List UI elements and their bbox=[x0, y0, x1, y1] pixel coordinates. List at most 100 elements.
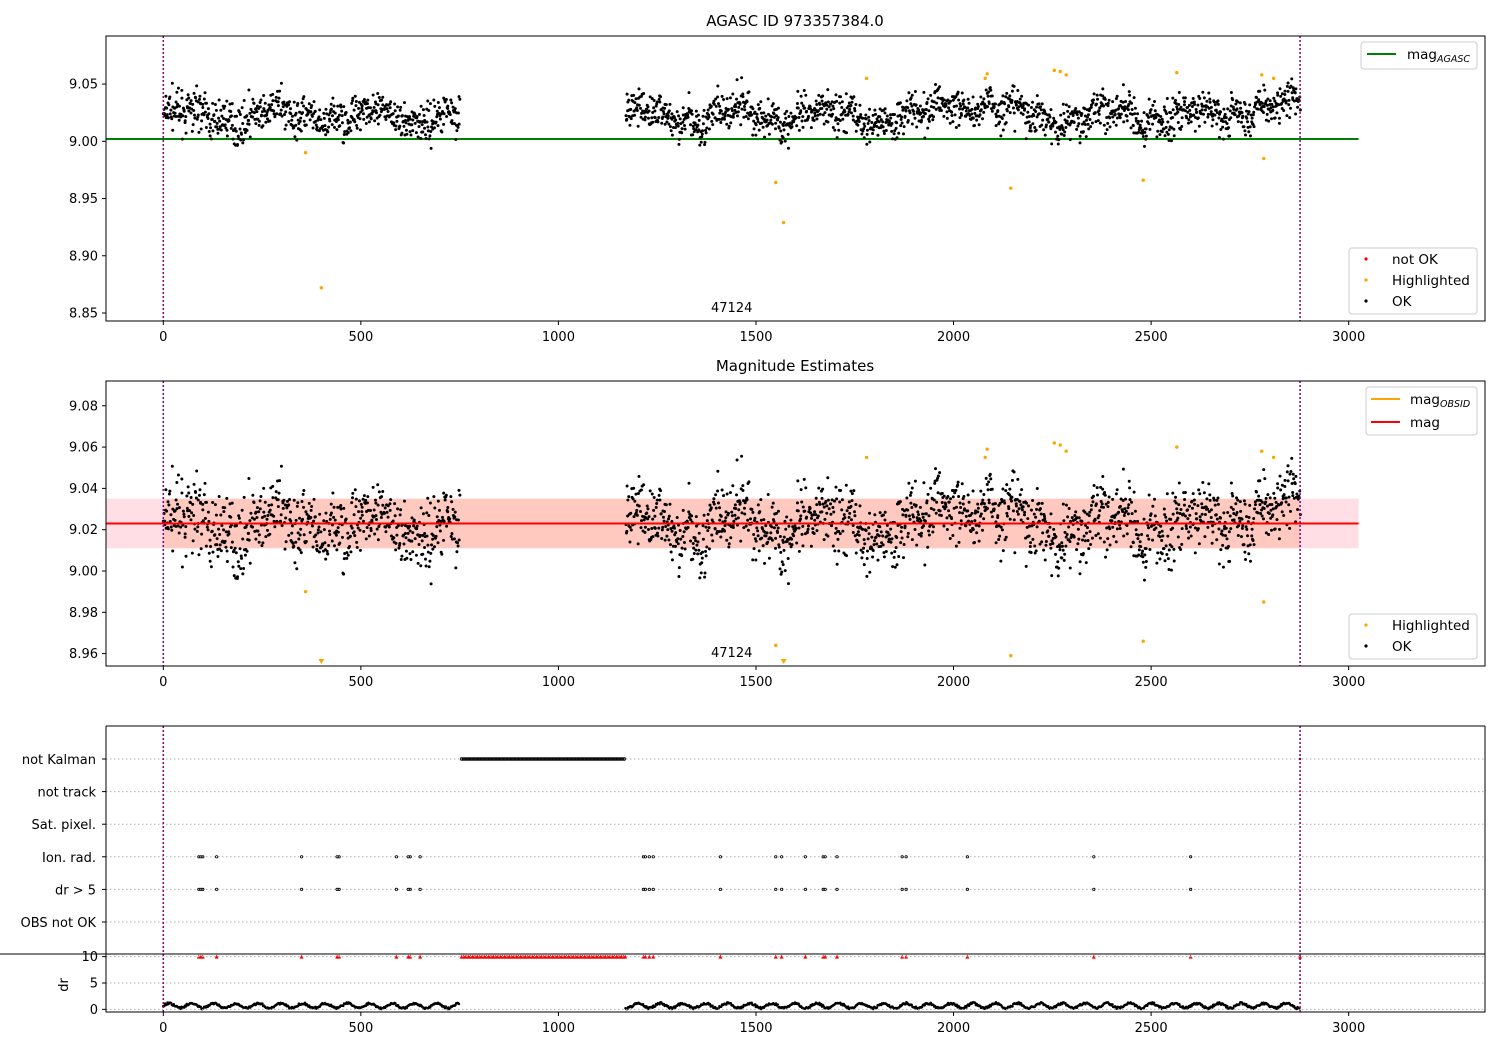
ok-point bbox=[238, 113, 242, 117]
ok-point bbox=[765, 531, 769, 535]
ok-point bbox=[752, 119, 756, 123]
flag-mark bbox=[197, 855, 201, 859]
ok-point bbox=[1115, 527, 1119, 531]
ok-point bbox=[263, 500, 267, 504]
ok-point bbox=[887, 119, 891, 123]
ok-point bbox=[201, 519, 205, 523]
ok-point bbox=[1051, 124, 1055, 128]
ok-point bbox=[453, 515, 457, 519]
ok-point bbox=[847, 515, 851, 519]
ok-point bbox=[1034, 128, 1038, 132]
ok-point bbox=[719, 514, 723, 518]
ok-point bbox=[1176, 535, 1180, 539]
ok-point bbox=[1008, 111, 1012, 115]
ok-point bbox=[361, 112, 365, 116]
ok-point bbox=[678, 117, 682, 121]
ok-point bbox=[706, 108, 710, 112]
ok-point bbox=[925, 100, 929, 104]
flag-mark bbox=[900, 855, 904, 859]
ok-point bbox=[241, 572, 245, 576]
ok-point bbox=[1083, 523, 1087, 527]
panel-agasc-axes: 0 500 1000 1500 2000 2500 30008.858.908.959.00… bbox=[69, 35, 1486, 345]
ok-point bbox=[285, 499, 289, 503]
ok-point bbox=[264, 535, 268, 539]
ok-point bbox=[280, 114, 284, 118]
ok-point bbox=[731, 526, 735, 530]
ok-point bbox=[1262, 105, 1266, 109]
ok-point bbox=[966, 509, 970, 513]
ok-point bbox=[831, 505, 835, 509]
ok-point bbox=[1175, 507, 1179, 511]
ok-point bbox=[208, 538, 212, 542]
highlighted-point bbox=[983, 76, 987, 81]
ok-point bbox=[816, 113, 820, 117]
ok-point bbox=[233, 127, 237, 131]
ok-point bbox=[917, 532, 921, 536]
ok-point bbox=[284, 123, 288, 127]
flag-mark bbox=[594, 757, 598, 761]
ok-point bbox=[403, 119, 407, 123]
ok-point bbox=[218, 543, 222, 547]
ok-point bbox=[453, 107, 457, 111]
ok-point bbox=[851, 114, 855, 118]
ok-point bbox=[240, 132, 244, 136]
ok-point bbox=[698, 576, 702, 580]
ok-point bbox=[646, 116, 650, 120]
p2-ytick-label: 8.98 bbox=[69, 606, 98, 621]
ok-point bbox=[191, 123, 195, 127]
ok-point bbox=[728, 96, 732, 100]
ok-point bbox=[1295, 492, 1299, 496]
ok-point bbox=[414, 553, 418, 557]
ok-point bbox=[891, 137, 895, 141]
ok-point bbox=[1056, 574, 1060, 578]
flag-mark bbox=[467, 757, 472, 761]
ok-point bbox=[1105, 526, 1109, 530]
ok-point bbox=[1129, 126, 1133, 130]
ok-point bbox=[304, 539, 308, 543]
ok-point bbox=[187, 491, 191, 495]
ok-point bbox=[361, 519, 365, 523]
ok-point bbox=[1018, 97, 1022, 101]
ok-point bbox=[1149, 512, 1153, 516]
ok-point bbox=[1275, 518, 1279, 522]
ok-point bbox=[814, 99, 818, 103]
ok-point bbox=[824, 499, 828, 503]
ok-point bbox=[753, 537, 757, 541]
ok-point bbox=[841, 529, 845, 533]
ok-point bbox=[338, 124, 342, 128]
ok-point bbox=[636, 492, 640, 496]
ok-point bbox=[971, 116, 975, 120]
ok-point bbox=[984, 476, 988, 480]
ok-point bbox=[945, 516, 949, 520]
flag-mark bbox=[335, 887, 339, 892]
ok-point bbox=[1151, 103, 1155, 107]
ok-point bbox=[703, 143, 707, 147]
ok-point bbox=[1103, 493, 1107, 497]
ok-point bbox=[646, 517, 650, 521]
ok-point bbox=[711, 539, 715, 543]
ok-point bbox=[1037, 501, 1041, 505]
ok-point bbox=[886, 530, 890, 534]
ok-point bbox=[635, 513, 639, 517]
ok-point bbox=[1014, 504, 1018, 508]
ok-point bbox=[404, 549, 408, 553]
ok-point bbox=[717, 117, 721, 121]
ok-point bbox=[699, 571, 703, 575]
ok-point bbox=[181, 509, 185, 513]
ok-point bbox=[184, 115, 188, 119]
flag-mark bbox=[546, 757, 551, 761]
ok-point bbox=[432, 545, 436, 549]
ok-point bbox=[720, 94, 724, 98]
ok-point bbox=[716, 84, 720, 88]
ok-point bbox=[639, 106, 643, 110]
ok-point bbox=[727, 545, 731, 549]
ok-point bbox=[1088, 117, 1092, 121]
ok-point bbox=[1207, 91, 1211, 95]
ok-point bbox=[248, 111, 252, 115]
ok-point bbox=[319, 118, 323, 122]
ok-point bbox=[664, 503, 668, 507]
flag-mark bbox=[482, 757, 486, 761]
ok-point bbox=[807, 524, 811, 528]
flag-mark bbox=[602, 757, 606, 761]
